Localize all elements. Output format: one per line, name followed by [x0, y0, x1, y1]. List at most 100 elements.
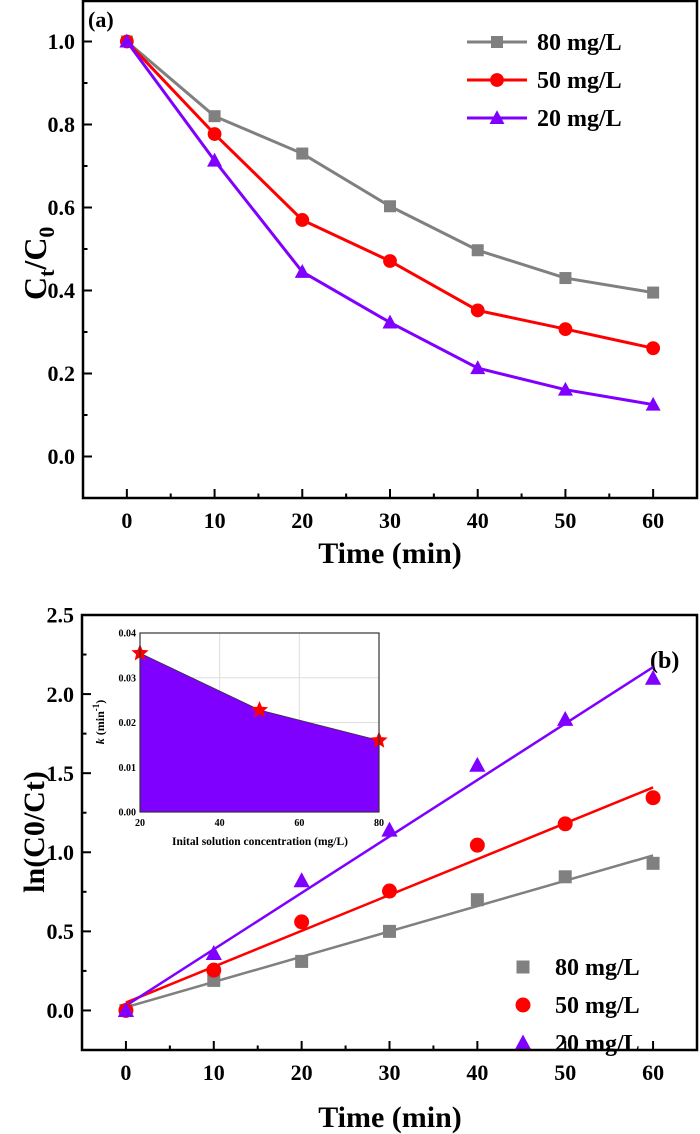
legend-label: 80 mg/L: [537, 30, 622, 56]
x-tick-label: 80: [374, 818, 384, 829]
y-tick-label: 0.00: [119, 808, 137, 819]
x-tick-label: 40: [466, 1060, 488, 1085]
data-point-triangle: [381, 821, 398, 837]
y-tick-label: 0.04: [119, 629, 137, 640]
x-tick-label: 30: [379, 1060, 401, 1085]
star-marker: [250, 701, 269, 718]
y-tick-label: 0.6: [48, 195, 76, 220]
data-point-square: [208, 110, 221, 123]
inset-ylabel: k (min-1): [91, 700, 107, 745]
y-tick-label: 0.8: [48, 112, 76, 137]
data-point-square: [471, 244, 484, 257]
data-point-triangle: [117, 1002, 135, 1017]
data-point-triangle: [293, 872, 310, 888]
data-point-square: [295, 954, 309, 968]
data-point-circle: [295, 213, 310, 227]
y-tick-label: 0.0: [47, 998, 75, 1023]
x-tick-label: 10: [203, 1060, 225, 1085]
inset-chart: Inital solution concentration (mg/L) k (…: [91, 629, 388, 848]
legend-label: 50 mg/L: [537, 68, 622, 94]
panel-b-frame: [80, 613, 699, 1052]
legend-marker-triangle: [489, 110, 505, 124]
y-tick-label: 0.01: [119, 763, 137, 774]
panel-b-label: (b): [650, 648, 679, 674]
data-point-circle: [382, 883, 397, 899]
x-tick-label: 60: [294, 818, 304, 829]
x-tick-label: 10: [204, 508, 226, 533]
x-tick-label: 50: [554, 508, 576, 533]
data-point-triangle: [382, 314, 398, 329]
legend-marker-circle: [515, 997, 531, 1013]
legend-label: 20 mg/L: [555, 1031, 640, 1057]
data-point-triangle: [557, 381, 573, 396]
data-point-circle: [469, 837, 485, 853]
data-point-circle: [558, 322, 573, 336]
legend-marker-square: [516, 960, 530, 974]
panel-a-frame: [81, 0, 699, 500]
data-point-square: [470, 893, 484, 907]
legend-marker-circle: [490, 73, 504, 87]
y-tick-label: 1.5: [47, 761, 75, 786]
series-line-20-mg-L: [125, 40, 654, 407]
x-tick-label: 30: [379, 508, 401, 533]
data-point-square: [383, 924, 396, 938]
data-point-circle: [294, 914, 310, 930]
legend-label: 20 mg/L: [537, 106, 622, 132]
legend-marker-square: [491, 36, 503, 48]
data-point-circle: [206, 962, 222, 978]
y-tick-label: 0.0: [48, 444, 76, 469]
data-point-square: [296, 147, 309, 160]
x-tick-label: 0: [120, 1060, 131, 1085]
data-point-circle: [645, 790, 661, 806]
panel-a-xlabel: Time (min): [318, 537, 462, 570]
data-point-square: [558, 870, 572, 884]
y-tick-label: 1.0: [47, 840, 75, 865]
data-point-square: [646, 856, 660, 870]
data-point-circle: [557, 816, 573, 832]
legend-marker-triangle: [514, 1034, 532, 1050]
x-tick-label: 20: [291, 508, 313, 533]
data-point-triangle: [205, 945, 222, 961]
x-tick-label: 60: [642, 1060, 664, 1085]
data-point-circle: [470, 303, 485, 318]
y-tick-label: 0.5: [47, 919, 75, 944]
panel-b-xlabel: Time (min): [318, 1101, 462, 1134]
panel-b: (b) Time (min) ln(C0/Ct) 0 10 20 30 40 50 60 0.…: [18, 603, 699, 1134]
data-point-square: [559, 272, 572, 285]
y-tick-label: 0.2: [48, 361, 76, 386]
data-point-triangle: [469, 756, 486, 772]
panel-a: (a) Time (min) Ct/C0 0 10 20 30 40 50 60 0.0 0.2…: [17, 0, 699, 570]
data-point-triangle: [644, 669, 662, 685]
inset-frame: [139, 632, 380, 813]
y-tick-label: 0.03: [119, 673, 137, 684]
y-tick-label: 0.02: [119, 718, 137, 729]
panel-a-ylabel: Ct/C0: [17, 227, 59, 300]
x-tick-label: 60: [642, 508, 664, 533]
x-tick-label: 0: [121, 508, 132, 533]
inset-xlabel: Inital solution concentration (mg/L): [172, 836, 348, 848]
y-tick-label: 0.4: [48, 278, 76, 303]
panel-b-ylabel: ln(C0/Ct): [18, 771, 51, 893]
panel-a-label: (a): [88, 7, 114, 32]
data-point-triangle: [645, 396, 661, 411]
data-point-square: [647, 286, 660, 299]
y-tick-label: 2.0: [47, 682, 75, 707]
data-point-square: [384, 200, 396, 213]
legend-label: 80 mg/L: [555, 955, 640, 981]
data-point-circle: [207, 127, 222, 141]
x-tick-label: 40: [215, 818, 225, 829]
data-point-square: [207, 973, 221, 987]
x-tick-label: 40: [467, 508, 489, 533]
data-point-circle: [646, 341, 661, 356]
data-point-triangle: [557, 710, 574, 726]
x-tick-label: 20: [291, 1060, 313, 1085]
data-point-circle: [383, 254, 397, 268]
data-point-triangle: [294, 264, 310, 278]
data-point-triangle: [119, 33, 135, 48]
x-tick-label: 20: [135, 818, 145, 829]
legend-label: 50 mg/L: [555, 993, 640, 1019]
y-tick-label: 2.5: [47, 603, 75, 628]
x-tick-label: 50: [554, 1060, 576, 1085]
y-tick-label: 1.0: [48, 29, 76, 54]
